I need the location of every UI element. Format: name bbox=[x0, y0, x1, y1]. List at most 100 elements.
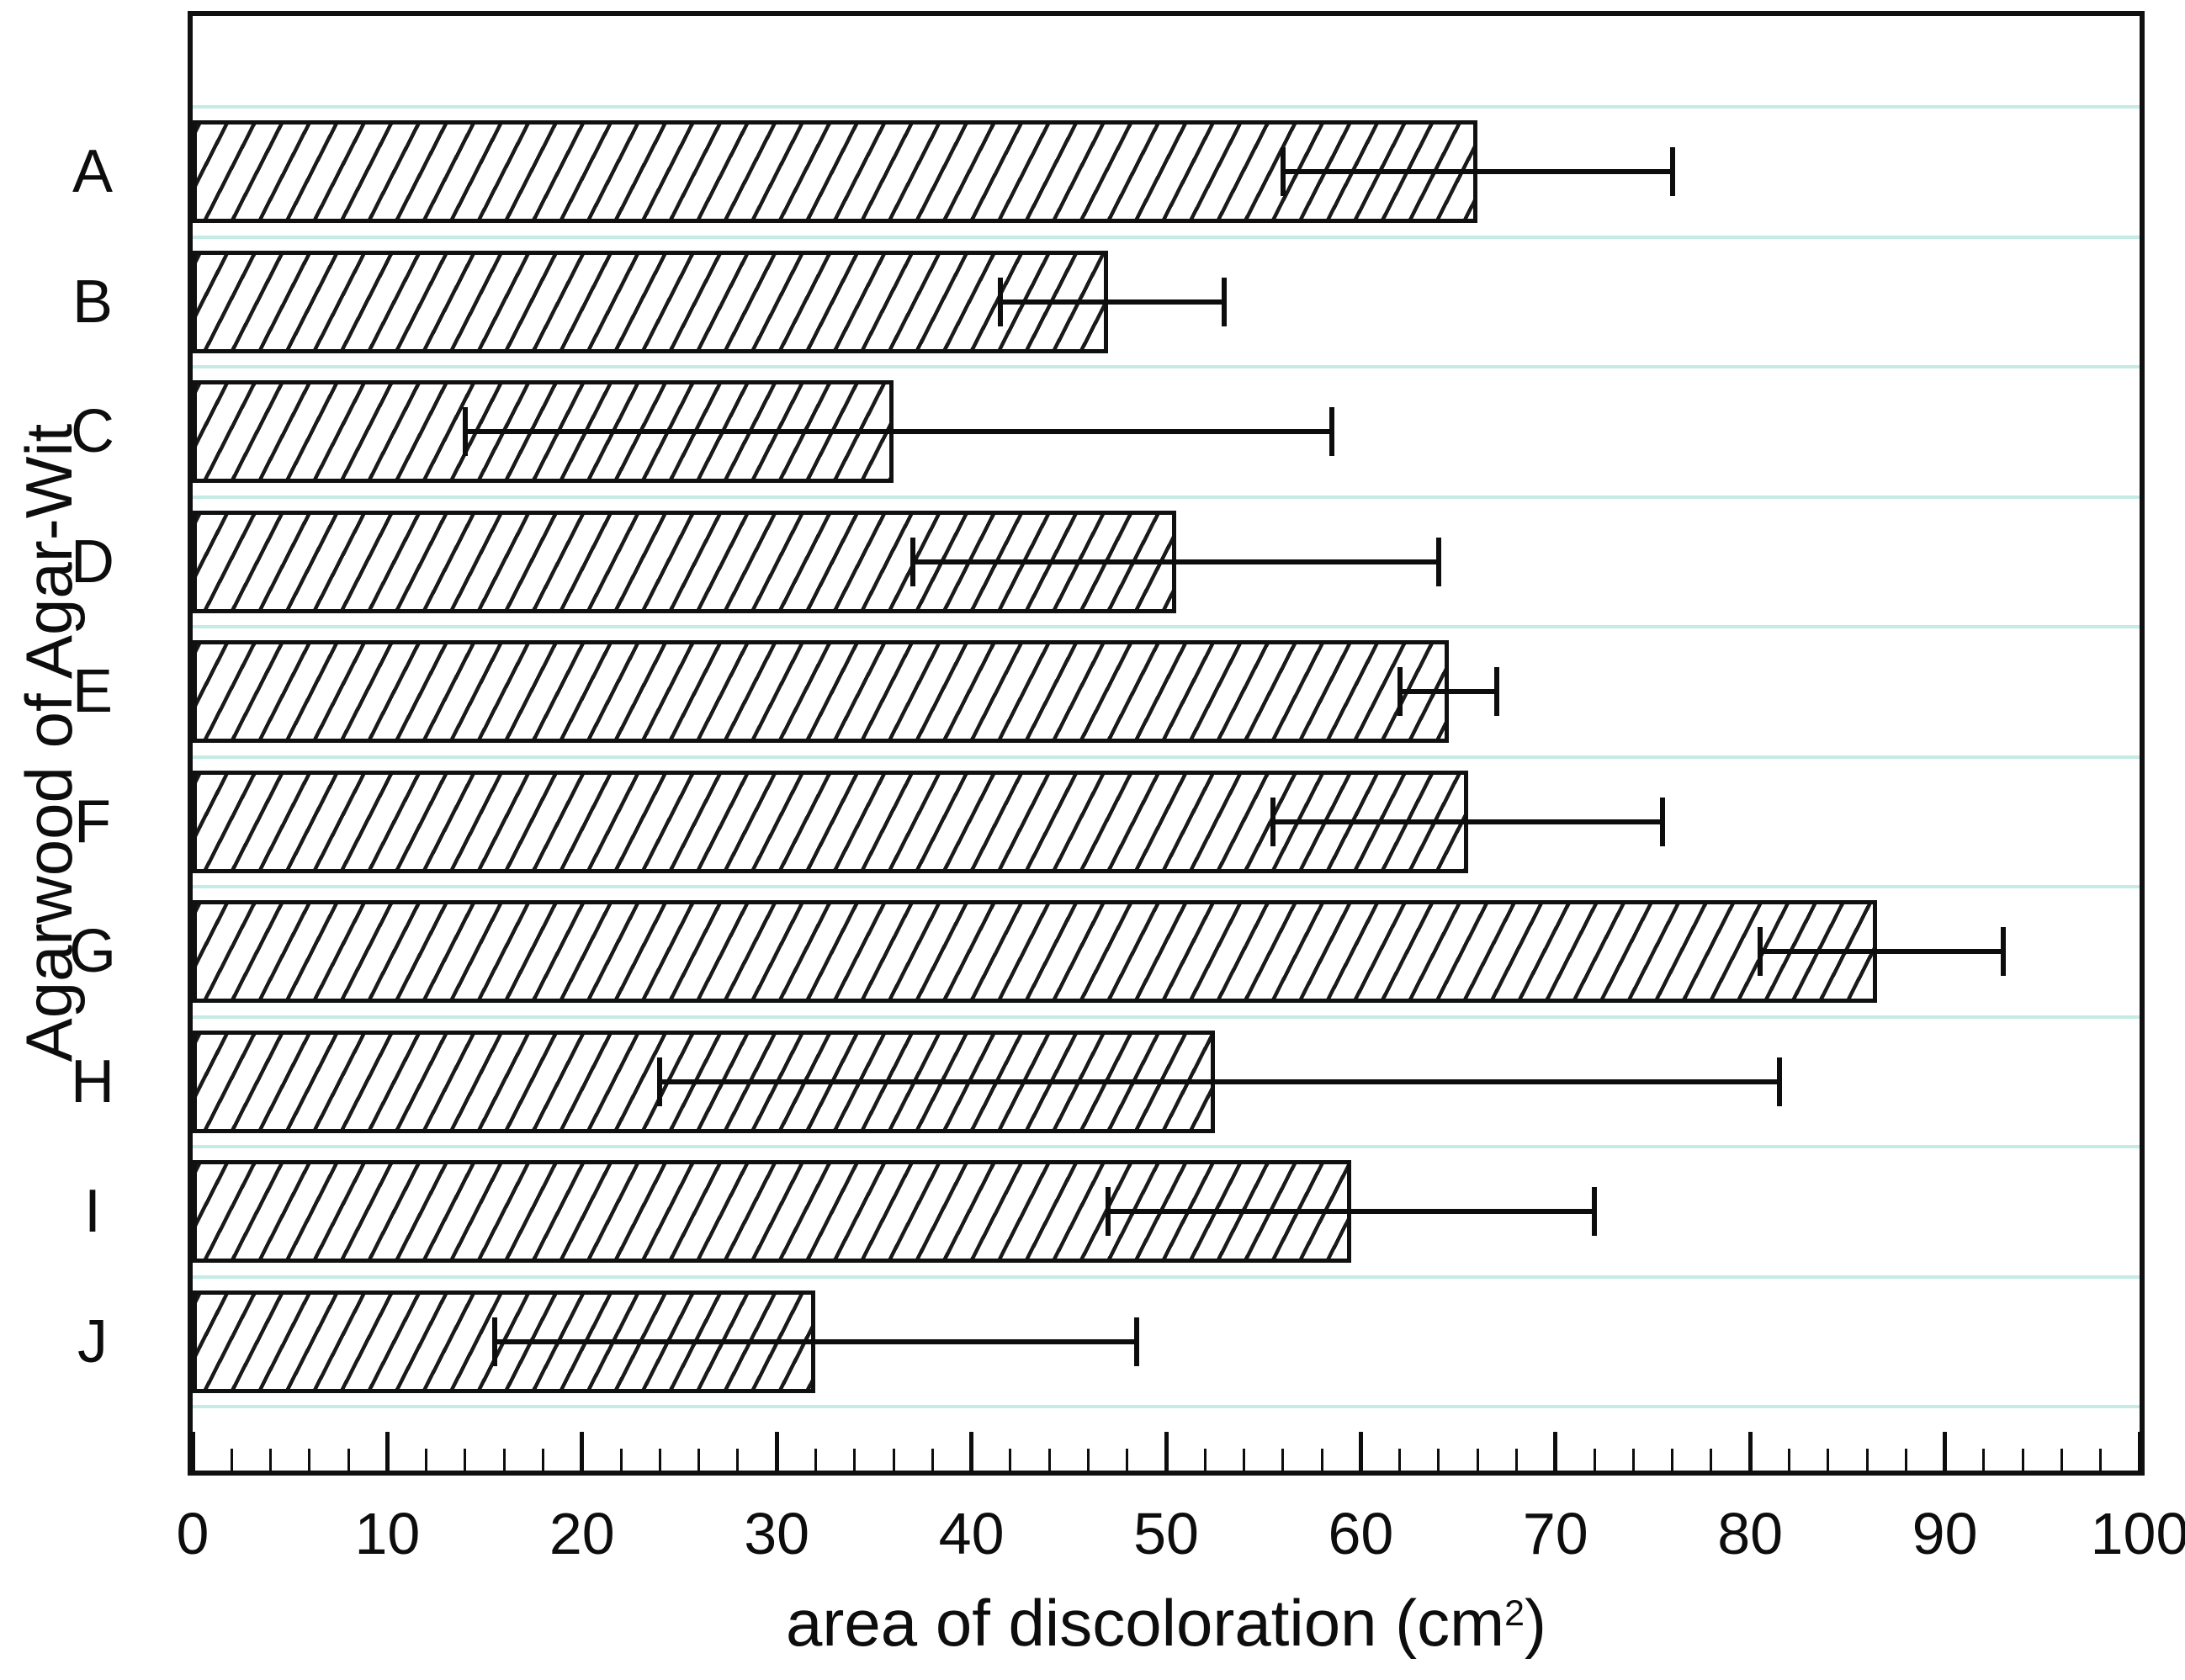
error-bar-cap-high-E bbox=[1494, 667, 1500, 717]
gridline-1 bbox=[193, 235, 2140, 239]
x-minor-tick-52 bbox=[1203, 1449, 1207, 1471]
x-tick-label-0: 0 bbox=[176, 1501, 209, 1566]
error-bar-E bbox=[1399, 689, 1498, 695]
error-bar-D bbox=[913, 559, 1439, 564]
y-axis-title: Agarwood of Agar-Wit bbox=[12, 423, 86, 1063]
x-major-tick-70 bbox=[1553, 1432, 1558, 1471]
gridline-4 bbox=[193, 625, 2140, 628]
error-bar-cap-low-D bbox=[910, 537, 916, 586]
error-bar-cap-low-G bbox=[1757, 927, 1763, 977]
category-label-H: H bbox=[71, 1047, 114, 1116]
x-minor-tick-82 bbox=[1787, 1449, 1790, 1471]
error-bar-cap-high-G bbox=[2001, 927, 2007, 977]
x-major-tick-20 bbox=[580, 1432, 585, 1471]
bar-G bbox=[193, 900, 1877, 1004]
x-axis-title-superscript: 2 bbox=[1504, 1593, 1525, 1635]
x-major-tick-30 bbox=[774, 1432, 779, 1471]
error-bar-A bbox=[1282, 169, 1673, 175]
x-minor-tick-84 bbox=[1827, 1449, 1830, 1471]
error-bar-I bbox=[1107, 1209, 1595, 1215]
category-label-A: A bbox=[72, 138, 114, 206]
gridline-3 bbox=[193, 495, 2140, 499]
x-minor-tick-6 bbox=[308, 1449, 311, 1471]
x-minor-tick-92 bbox=[1982, 1449, 1986, 1471]
error-bar-B bbox=[1000, 299, 1225, 305]
x-minor-tick-4 bbox=[269, 1449, 273, 1471]
x-tick-label-30: 30 bbox=[744, 1501, 810, 1566]
x-axis-title-text: area of discoloration (cm bbox=[786, 1586, 1505, 1660]
x-major-tick-40 bbox=[969, 1432, 974, 1471]
category-label-G: G bbox=[68, 918, 116, 986]
x-axis-title-suffix: ) bbox=[1524, 1586, 1546, 1660]
category-label-I: I bbox=[83, 1178, 101, 1246]
x-minor-tick-94 bbox=[2021, 1449, 2024, 1471]
x-minor-tick-98 bbox=[2099, 1449, 2103, 1471]
x-minor-tick-68 bbox=[1515, 1449, 1519, 1471]
error-bar-cap-high-F bbox=[1660, 797, 1666, 846]
error-bar-cap-low-E bbox=[1397, 667, 1403, 717]
x-minor-tick-22 bbox=[619, 1449, 623, 1471]
error-bar-cap-low-I bbox=[1105, 1187, 1111, 1237]
gridline-8 bbox=[193, 1145, 2140, 1148]
x-minor-tick-38 bbox=[931, 1449, 934, 1471]
x-tick-label-100: 100 bbox=[2090, 1501, 2185, 1566]
x-minor-tick-62 bbox=[1398, 1449, 1402, 1471]
error-bar-cap-high-H bbox=[1776, 1057, 1782, 1106]
x-minor-tick-14 bbox=[464, 1449, 467, 1471]
gridline-0 bbox=[193, 105, 2140, 109]
category-label-E: E bbox=[72, 658, 114, 726]
gridline-6 bbox=[193, 885, 2140, 888]
x-minor-tick-66 bbox=[1476, 1449, 1479, 1471]
gridline-5 bbox=[193, 755, 2140, 759]
bar-F bbox=[193, 770, 1468, 873]
x-tick-label-50: 50 bbox=[1133, 1501, 1199, 1566]
x-minor-tick-42 bbox=[1009, 1449, 1012, 1471]
x-minor-tick-18 bbox=[542, 1449, 545, 1471]
x-major-tick-100 bbox=[2137, 1432, 2142, 1471]
x-major-tick-90 bbox=[1943, 1432, 1948, 1471]
error-bar-cap-low-A bbox=[1280, 147, 1286, 197]
x-minor-tick-76 bbox=[1671, 1449, 1674, 1471]
bar-A bbox=[193, 120, 1478, 224]
x-minor-tick-64 bbox=[1437, 1449, 1440, 1471]
category-label-D: D bbox=[71, 527, 114, 596]
x-minor-tick-54 bbox=[1243, 1449, 1246, 1471]
x-major-tick-80 bbox=[1747, 1432, 1753, 1471]
x-minor-tick-88 bbox=[1904, 1449, 1907, 1471]
x-major-tick-0 bbox=[190, 1432, 195, 1471]
x-tick-label-60: 60 bbox=[1328, 1501, 1394, 1566]
x-minor-tick-32 bbox=[814, 1449, 817, 1471]
x-minor-tick-58 bbox=[1320, 1449, 1323, 1471]
error-bar-J bbox=[494, 1338, 1138, 1344]
error-bar-cap-low-C bbox=[462, 407, 468, 457]
x-minor-tick-86 bbox=[1865, 1449, 1869, 1471]
x-axis-title: area of discoloration (cm2) bbox=[188, 1587, 2145, 1670]
error-bar-F bbox=[1273, 819, 1663, 824]
x-tick-label-70: 70 bbox=[1522, 1501, 1588, 1566]
x-minor-tick-8 bbox=[347, 1449, 350, 1471]
x-minor-tick-28 bbox=[736, 1449, 740, 1471]
x-minor-tick-2 bbox=[230, 1449, 233, 1471]
category-label-B: B bbox=[72, 268, 114, 336]
x-minor-tick-12 bbox=[425, 1449, 428, 1471]
error-bar-cap-low-B bbox=[998, 277, 1004, 326]
x-minor-tick-26 bbox=[697, 1449, 701, 1471]
gridline-9 bbox=[193, 1275, 2140, 1279]
x-minor-tick-72 bbox=[1593, 1449, 1596, 1471]
bar-E bbox=[193, 640, 1449, 744]
x-minor-tick-24 bbox=[658, 1449, 661, 1471]
error-bar-cap-low-H bbox=[657, 1057, 663, 1106]
error-bar-cap-high-D bbox=[1435, 537, 1441, 586]
x-minor-tick-78 bbox=[1710, 1449, 1713, 1471]
error-bar-cap-high-I bbox=[1592, 1187, 1598, 1237]
x-minor-tick-56 bbox=[1281, 1449, 1285, 1471]
x-minor-tick-96 bbox=[2060, 1449, 2063, 1471]
error-bar-cap-high-B bbox=[1222, 277, 1228, 326]
error-bar-G bbox=[1759, 949, 2004, 955]
x-tick-label-80: 80 bbox=[1717, 1501, 1784, 1566]
x-minor-tick-74 bbox=[1631, 1449, 1635, 1471]
error-bar-C bbox=[464, 429, 1332, 435]
error-bar-cap-high-C bbox=[1329, 407, 1334, 457]
x-minor-tick-44 bbox=[1047, 1449, 1051, 1471]
